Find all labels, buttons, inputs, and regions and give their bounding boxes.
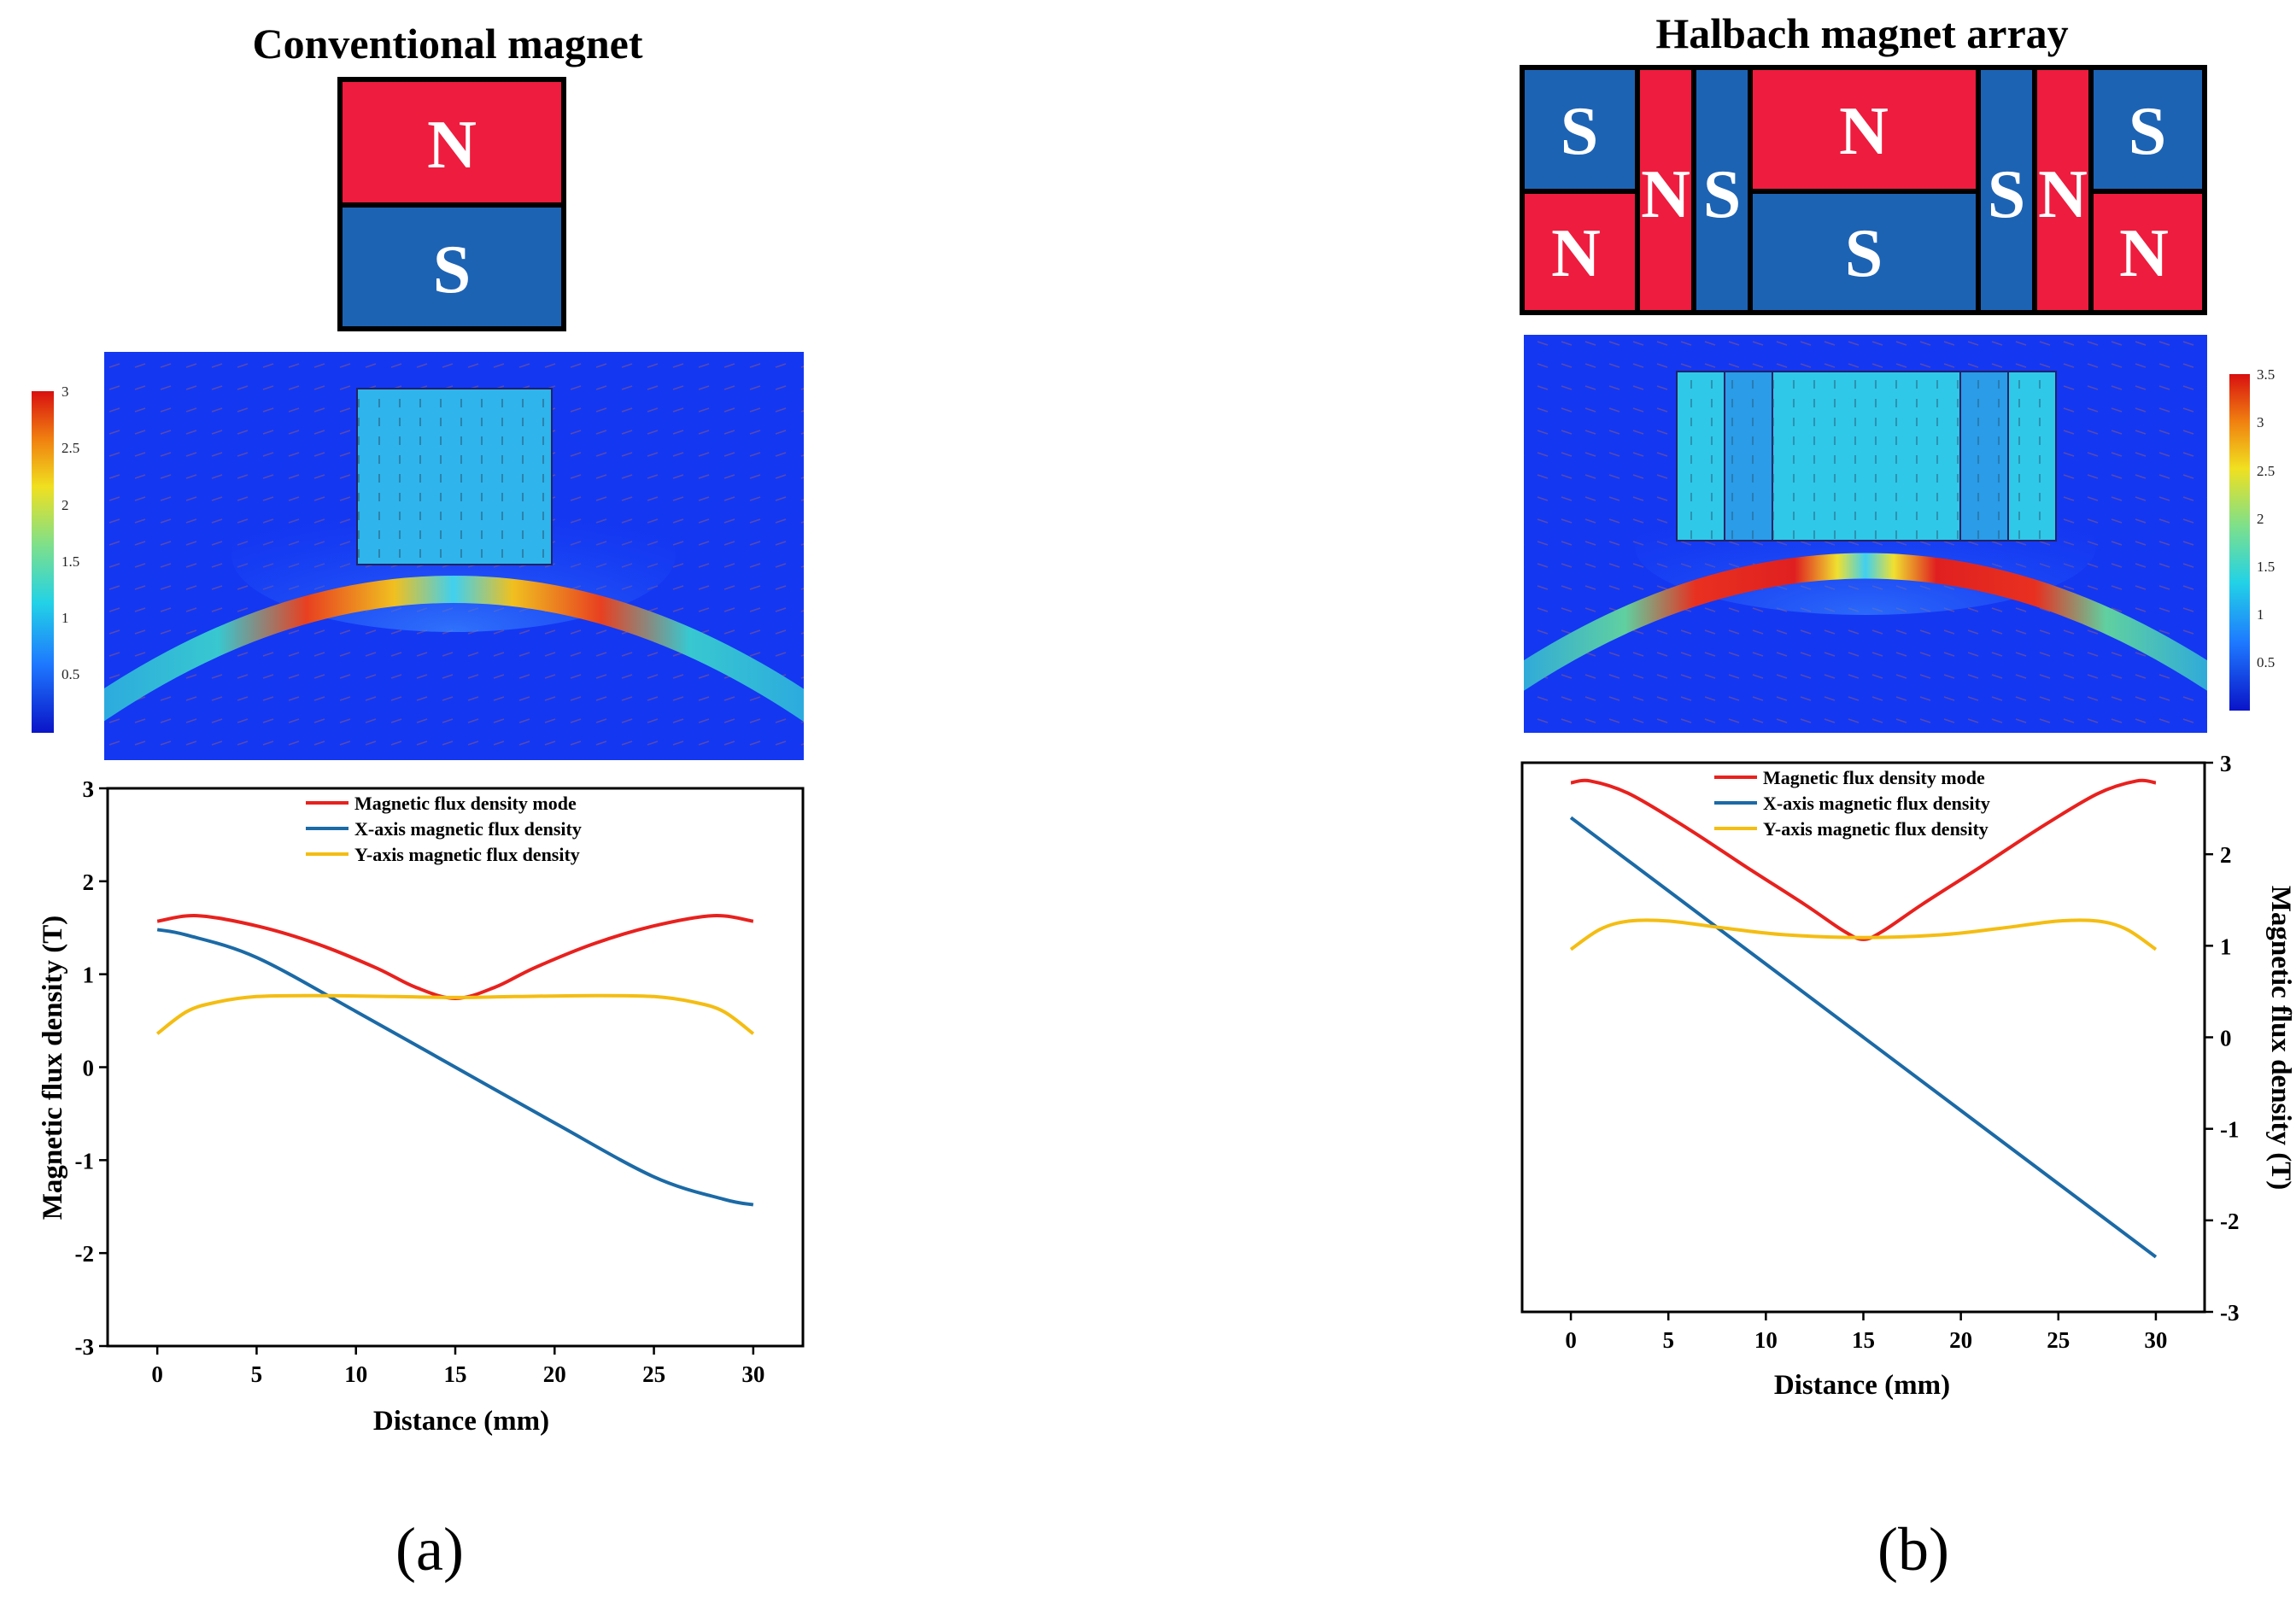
panel-a-title: Conventional magnet	[253, 20, 643, 67]
legend-label-y: Y-axis magnetic flux density	[1763, 818, 1988, 840]
y-tick-label: -3	[75, 1334, 95, 1360]
colorbar-a-gradient	[32, 391, 54, 733]
halbach-label-7-top: S	[2129, 94, 2167, 169]
colorbar-a: 3 2.5 2 1.5 1 0.5	[32, 383, 79, 733]
halbach-block-1-bottom	[1520, 189, 1640, 315]
y-tick-label: 2	[83, 869, 95, 895]
halbach-label-1-bottom: N	[1551, 216, 1601, 291]
series-x-line	[156, 928, 754, 1207]
halbach-label-3: S	[1703, 157, 1742, 232]
south-pole-block	[337, 202, 566, 331]
colorbar-b: 3.5 3 2.5 2 1.5 1 0.5	[2229, 366, 2275, 711]
series-y-line	[1569, 918, 2158, 951]
colorbar-a-tick: 2	[62, 497, 69, 513]
x-tick-label: 0	[1565, 1327, 1577, 1353]
series-x-line	[1569, 816, 2158, 1259]
y-tick-label: 2	[2220, 842, 2232, 868]
colorbar-b-tick: 1	[2257, 606, 2264, 623]
south-pole-label: S	[433, 232, 472, 307]
x-tick-label: 10	[1754, 1327, 1778, 1353]
colorbar-b-tick: 2.5	[2257, 463, 2275, 479]
halbach-block-6	[2032, 65, 2094, 315]
x-tick-label: 20	[1949, 1327, 1972, 1353]
chart-b: Magnetic flux density mode X-axis magnet…	[1520, 751, 2296, 1401]
y-tick-label: 0	[2220, 1026, 2232, 1051]
y-tick-label: 3	[83, 776, 95, 802]
chart-a-xlabel: Distance (mm)	[373, 1406, 549, 1437]
chart-b-ylabel: Magnetic flux density (T)	[2265, 886, 2296, 1191]
halbach-block-4-top	[1748, 65, 1981, 194]
chart-b-legend: Magnetic flux density mode X-axis magnet…	[1714, 767, 1990, 840]
halbach-label-1-top: S	[1561, 94, 1599, 169]
x-tick-label: 5	[251, 1361, 263, 1387]
y-tick-label: 0	[83, 1056, 95, 1081]
x-tick-label: 30	[2144, 1327, 2167, 1353]
colorbar-b-tick: 2	[2257, 511, 2264, 527]
y-tick-label: -2	[2220, 1209, 2240, 1234]
colorbar-b-tick: 3.5	[2257, 366, 2275, 383]
y-tick-label: -2	[75, 1241, 95, 1267]
x-tick-label: 10	[344, 1361, 367, 1387]
legend-label-x: X-axis magnetic flux density	[1763, 793, 1990, 814]
x-tick-label: 15	[1852, 1327, 1875, 1353]
chart-b-xlabel: Distance (mm)	[1774, 1370, 1950, 1401]
chart-a-ylabel: Magnetic flux density (T)	[38, 916, 68, 1220]
x-tick-label: 0	[151, 1361, 163, 1387]
colorbar-a-tick: 2.5	[62, 440, 79, 456]
halbach-block-5	[1976, 65, 2037, 315]
colorbar-a-tick: 0.5	[62, 666, 79, 682]
colorbar-b-tick: 1.5	[2257, 559, 2275, 575]
legend-label-y: Y-axis magnetic flux density	[354, 844, 580, 865]
x-tick-label: 30	[741, 1361, 764, 1387]
halbach-block-7-top	[2088, 65, 2207, 194]
x-tick-label: 15	[444, 1361, 467, 1387]
y-tick-label: -3	[2220, 1300, 2240, 1326]
conventional-magnet: N S	[337, 77, 566, 331]
y-tick-label: -1	[2220, 1117, 2240, 1143]
halbach-label-6: N	[2038, 157, 2088, 232]
chart-a: Magnetic flux density mode X-axis magnet…	[38, 776, 805, 1437]
north-pole-block	[337, 77, 566, 208]
colorbar-a-tick: 1.5	[62, 553, 79, 570]
halbach-label-7-bottom: N	[2119, 216, 2169, 291]
x-tick-label: 5	[1662, 1327, 1674, 1353]
colorbar-b-tick: 0.5	[2257, 654, 2275, 670]
series-mode-line	[1570, 778, 2157, 941]
field-map-a	[104, 352, 804, 760]
x-tick-label: 20	[543, 1361, 566, 1387]
y-tick-label: 1	[83, 963, 95, 988]
field-map-b	[1524, 335, 2207, 733]
legend-label-mode: Magnetic flux density mode	[354, 793, 577, 814]
colorbar-b-gradient	[2229, 374, 2250, 711]
ring-flux-band-b	[1524, 553, 2207, 691]
halbach-array: S N N S N S S N S N	[1520, 65, 2207, 315]
legend-label-x: X-axis magnetic flux density	[354, 818, 582, 840]
y-tick-label: 3	[2220, 751, 2232, 776]
caption-a: (a)	[395, 1515, 464, 1583]
chart-a-legend: Magnetic flux density mode X-axis magnet…	[306, 793, 582, 865]
caption-b: (b)	[1877, 1515, 1949, 1583]
y-tick-label: -1	[75, 1148, 95, 1174]
halbach-label-5: S	[1988, 157, 2026, 232]
x-tick-label: 25	[642, 1361, 665, 1387]
halbach-label-2: N	[1641, 157, 1690, 232]
colorbar-b-tick: 3	[2257, 414, 2264, 430]
panel-b-title: Halbach magnet array	[1655, 9, 2068, 57]
north-pole-label: N	[427, 108, 477, 183]
halbach-label-4-bottom: S	[1845, 216, 1883, 291]
panel-a: Conventional magnet N S 3 2.5 2 1.5 1 0.…	[32, 20, 805, 1583]
halbach-block-7-bottom	[2088, 189, 2207, 315]
halbach-label-4-top: N	[1839, 94, 1889, 169]
halbach-block-3	[1691, 65, 1753, 315]
colorbar-a-tick: 1	[62, 610, 69, 626]
panel-b: Halbach magnet array S N N S N S S N	[1520, 9, 2296, 1583]
ring-flux-band-a	[104, 576, 804, 723]
x-tick-label: 25	[2047, 1327, 2070, 1353]
series-y-line	[155, 993, 755, 1035]
colorbar-a-tick: 3	[62, 383, 69, 400]
legend-label-mode: Magnetic flux density mode	[1763, 767, 1985, 788]
y-tick-label: 1	[2220, 934, 2232, 959]
